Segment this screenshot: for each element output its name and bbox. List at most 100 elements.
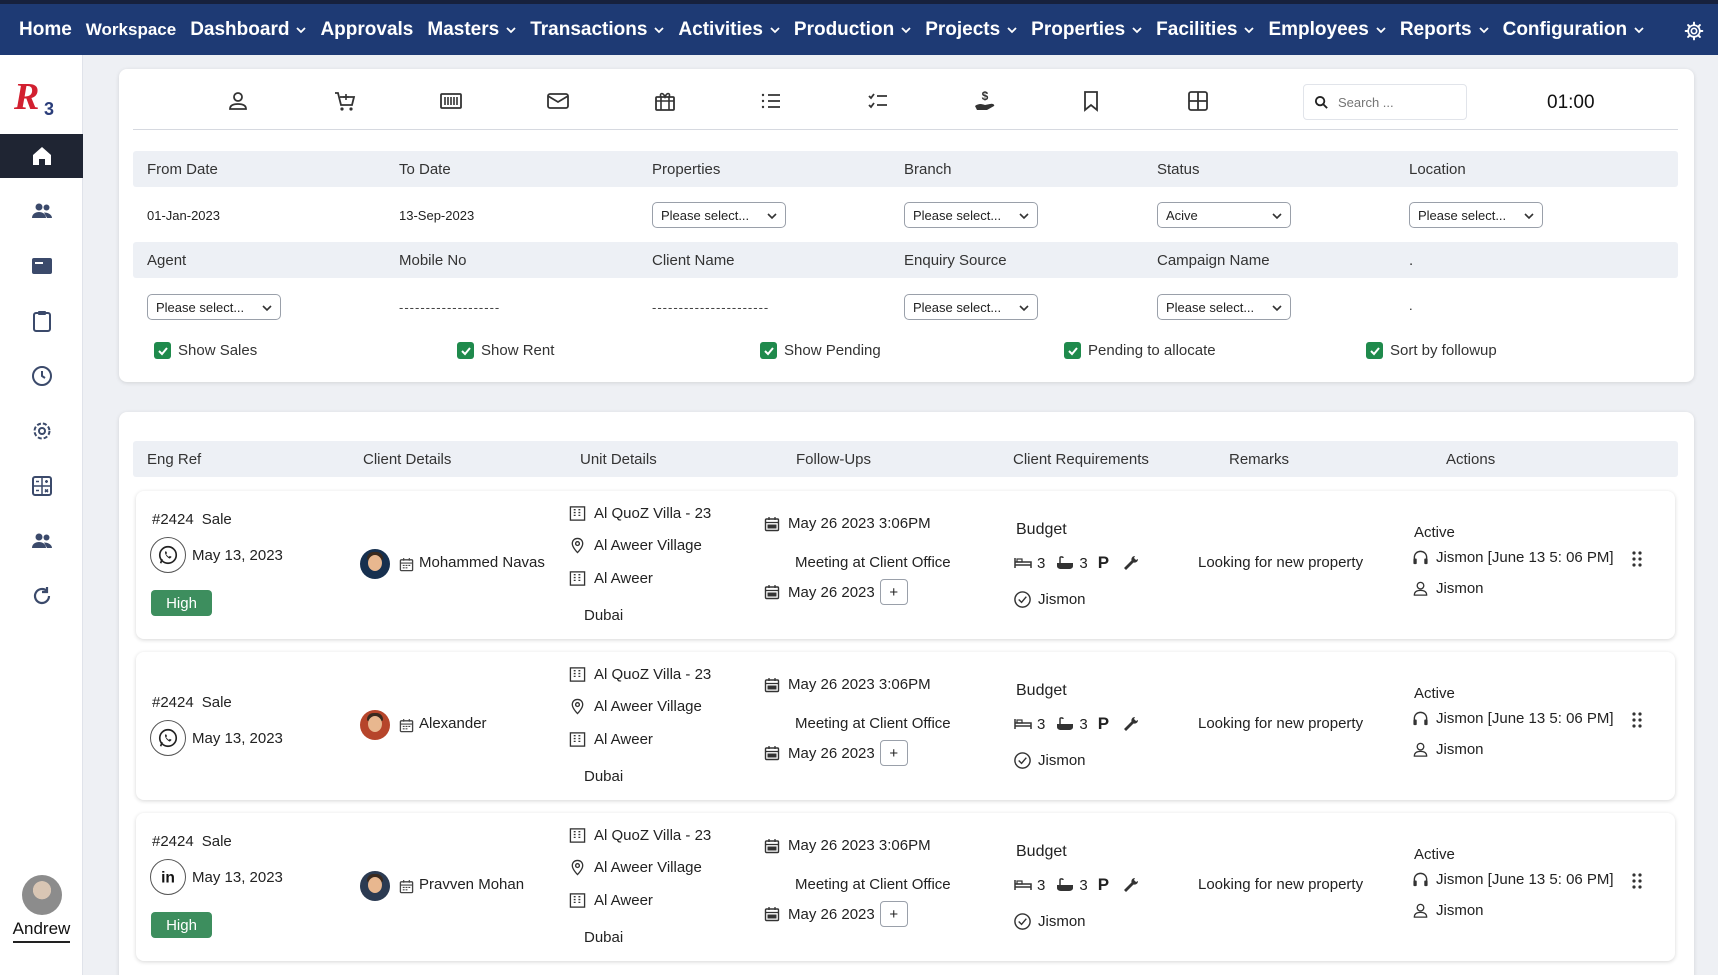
user-profile[interactable]: Andrew [0, 875, 83, 943]
unit-community: Al Aweer Village [569, 859, 702, 876]
nav-employees[interactable]: Employees [1268, 19, 1386, 41]
properties-select[interactable]: Please select... [652, 202, 786, 228]
enquiry-source-select[interactable]: Please select... [904, 294, 1038, 320]
chevron-down-icon [1634, 26, 1644, 33]
unit-area: Al Aweer [569, 570, 653, 587]
campaign-name-label: Campaign Name [1157, 252, 1270, 269]
nav-projects[interactable]: Projects [925, 19, 1017, 41]
nav-approvals[interactable]: Approvals [320, 19, 413, 41]
enquiry-type: Sale [201, 511, 232, 528]
bookmark-icon[interactable] [1079, 89, 1103, 113]
followup-date-text: May 26 2023 [788, 905, 875, 923]
show-rent-checkbox[interactable]: Show Rent [457, 342, 554, 359]
checkbox-checked-icon [457, 342, 474, 359]
avatar[interactable] [21, 875, 62, 915]
more-options-icon[interactable] [1630, 711, 1644, 729]
sidebar-item-settings[interactable] [0, 409, 83, 453]
chevron-down-icon [654, 26, 665, 33]
status-select[interactable]: Acive [1157, 202, 1291, 228]
assignee-name: Jismon [1038, 591, 1086, 608]
filler-dot: . [1409, 252, 1414, 269]
location-select[interactable]: Please select... [1409, 202, 1543, 228]
checkbox-checked-icon [1064, 342, 1081, 359]
nav-reports[interactable]: Reports [1400, 19, 1489, 41]
column-header: Unit Details [580, 451, 657, 468]
more-options-icon[interactable] [1630, 872, 1644, 890]
unit-area: Al Aweer [569, 892, 653, 909]
owner: Jismon [1412, 741, 1484, 758]
chevron-down-icon [1376, 26, 1386, 33]
sort-by-followup-checkbox[interactable]: Sort by followup [1366, 342, 1497, 359]
campaign-select[interactable]: Please select... [1157, 294, 1291, 320]
whatsapp-icon[interactable] [150, 537, 186, 573]
to-date-label: To Date [399, 161, 451, 178]
whatsapp-icon[interactable] [150, 720, 186, 756]
sidebar-item-refresh[interactable] [0, 574, 83, 618]
table-row[interactable]: #2424 Sale in May 13, 2023 High Pravven M… [136, 813, 1675, 961]
sidebar-item-users[interactable] [0, 189, 83, 233]
top-navigation: Home Workspace Dashboard Approvals Maste… [0, 0, 1718, 55]
nav-production[interactable]: Production [794, 19, 911, 41]
pending-to-allocate-checkbox[interactable]: Pending to allocate [1064, 342, 1216, 359]
nav-home[interactable]: Home [19, 19, 72, 41]
client-name[interactable]: Mohammed Navas [419, 554, 545, 571]
agent-select[interactable]: Please select... [147, 294, 281, 320]
column-header: Actions [1446, 451, 1496, 468]
sidebar-item-card[interactable] [0, 244, 83, 288]
linkedin-icon[interactable]: in [150, 859, 186, 895]
search-box[interactable] [1303, 84, 1467, 120]
table-row[interactable]: #2424 Sale May 13, 2023 Alexander Al QuoZ… [136, 652, 1675, 800]
nav-activities[interactable]: Activities [678, 18, 780, 41]
search-input[interactable] [1338, 94, 1458, 110]
branch-select[interactable]: Please select... [904, 202, 1038, 228]
nav-workspace[interactable]: Workspace [86, 20, 176, 40]
calendar-icon [399, 879, 414, 894]
filter-labels-row-1: From Date To Date Properties Branch Stat… [133, 151, 1678, 187]
nav-configuration[interactable]: Configuration [1503, 19, 1645, 41]
chevron-down-icon [506, 26, 516, 33]
sidebar-item-team[interactable] [0, 519, 83, 563]
show-sales-checkbox[interactable]: Show Sales [154, 342, 257, 359]
gift-icon[interactable] [653, 89, 677, 113]
more-options-icon[interactable] [1630, 550, 1644, 568]
mobile-field[interactable]: ------------------- [399, 300, 501, 315]
logo: R 3 [13, 76, 54, 117]
select-value: Please select... [1166, 300, 1255, 315]
nav-label: Activities [678, 18, 763, 40]
sidebar-item-clipboard[interactable] [0, 299, 83, 343]
owner-name: Jismon [1436, 580, 1484, 597]
nav-transactions[interactable]: Transactions [530, 19, 665, 41]
money-hand-icon[interactable]: $ [973, 89, 997, 113]
to-date-field[interactable]: 13-Sep-2023 [399, 208, 475, 223]
nav-masters[interactable]: Masters [427, 19, 516, 41]
nav-properties[interactable]: Properties [1031, 19, 1142, 41]
barcode-icon[interactable] [439, 89, 463, 113]
checklist-icon[interactable] [866, 89, 890, 113]
assignee-name: Jismon [1038, 752, 1086, 769]
add-followup-button[interactable]: + [879, 901, 908, 927]
gear-icon[interactable] [1684, 21, 1704, 41]
sidebar-item-calculator[interactable] [0, 464, 83, 508]
add-followup-button[interactable]: + [879, 579, 908, 605]
show-pending-checkbox[interactable]: Show Pending [760, 342, 881, 359]
client-name-field[interactable]: ---------------------- [652, 300, 770, 315]
nav-dashboard[interactable]: Dashboard [190, 19, 307, 41]
grid-icon[interactable] [1186, 89, 1210, 113]
list-icon[interactable] [759, 89, 783, 113]
mail-icon[interactable] [546, 89, 570, 113]
user-name[interactable]: Andrew [12, 919, 71, 943]
nav-facilities[interactable]: Facilities [1156, 19, 1255, 41]
cart-icon[interactable] [333, 89, 357, 113]
client-name[interactable]: Alexander [419, 715, 487, 732]
table-row[interactable]: #2424 Sale May 13, 2023 High Mohammed Nav… [136, 491, 1675, 639]
sidebar-item-home[interactable] [0, 134, 83, 178]
eng-ref: #2424 Sale [152, 694, 232, 711]
from-date-field[interactable]: 01-Jan-2023 [147, 208, 220, 223]
client-name[interactable]: Pravven Mohan [419, 876, 525, 893]
user-icon[interactable] [226, 89, 250, 113]
checkbox-label: Show Pending [784, 342, 881, 359]
agent-label: Agent [147, 252, 187, 269]
sidebar-item-clock[interactable] [0, 354, 83, 398]
add-followup-button[interactable]: + [879, 740, 908, 766]
bed-icon [1014, 558, 1032, 568]
